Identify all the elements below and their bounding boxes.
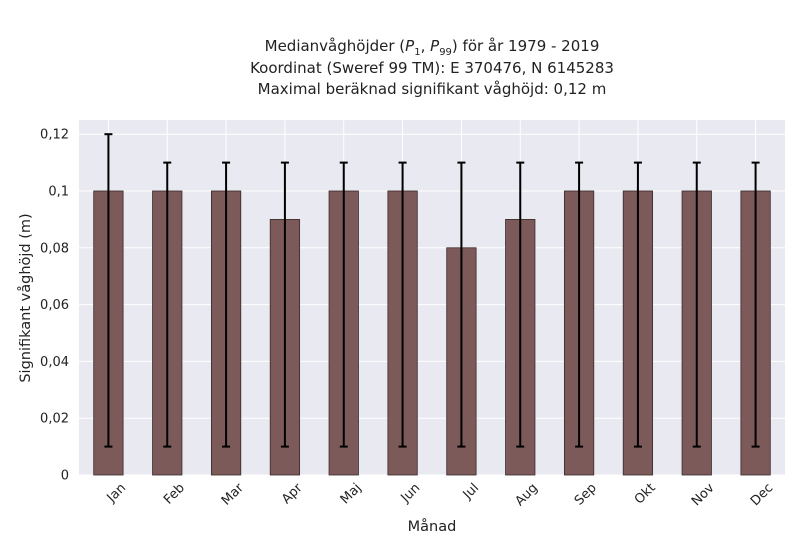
chart-title: Medianvåghöjder (P1, P99) för år 1979 - … bbox=[250, 37, 614, 98]
x-tick-label-jan: Jan bbox=[104, 481, 129, 506]
error-bar-okt bbox=[633, 161, 642, 448]
y-tick-label: 0,1 bbox=[48, 185, 69, 200]
error-bar-maj bbox=[339, 161, 348, 448]
x-tick-label-nov: Nov bbox=[689, 480, 718, 509]
y-axis-label: Signifikant våghöjd (m) bbox=[17, 213, 34, 382]
chart-title-line-1: Medianvåghöjder (P1, P99) för år 1979 - … bbox=[265, 37, 600, 58]
error-bar-mar bbox=[222, 161, 231, 448]
x-tick-label-sep: Sep bbox=[572, 481, 600, 509]
x-tick-label-dec: Dec bbox=[748, 481, 776, 509]
y-tick-label: 0,12 bbox=[40, 128, 69, 143]
error-bar-sep bbox=[575, 161, 584, 448]
x-tick-label-jul: Jul bbox=[460, 481, 482, 503]
error-bar-dec bbox=[751, 161, 760, 448]
x-tick-labels: Jan Feb Mar Apr Maj Jun Jul Aug Sep Okt Nov Dec bbox=[104, 480, 777, 509]
y-tick-label: 0,06 bbox=[40, 298, 69, 313]
x-tick-label-feb: Feb bbox=[161, 481, 188, 508]
error-bar-feb bbox=[163, 161, 172, 448]
plot-area bbox=[79, 120, 785, 475]
x-tick-label-apr: Apr bbox=[279, 480, 306, 507]
error-bar-nov bbox=[692, 161, 701, 448]
y-tick-label: 0 bbox=[61, 469, 69, 484]
error-bar-apr bbox=[280, 161, 289, 448]
error-bar-jan bbox=[104, 133, 113, 448]
y-tick-labels: 0 0,02 0,04 0,06 0,08 0,1 0,12 bbox=[40, 128, 69, 484]
error-bar-jun bbox=[398, 161, 407, 448]
x-tick-label-jun: Jun bbox=[398, 481, 424, 507]
x-tick-label-aug: Aug bbox=[512, 481, 541, 510]
x-tick-label-okt: Okt bbox=[632, 481, 659, 508]
error-bar-jul bbox=[457, 161, 466, 448]
error-bar-aug bbox=[516, 161, 525, 448]
y-tick-label: 0,04 bbox=[40, 355, 69, 370]
chart-title-line-2: Koordinat (Sweref 99 TM): E 370476, N 61… bbox=[250, 59, 614, 77]
y-tick-label: 0,08 bbox=[40, 241, 69, 256]
x-axis-label: Månad bbox=[408, 518, 457, 535]
x-tick-label-maj: Maj bbox=[338, 481, 365, 508]
y-tick-label: 0,02 bbox=[40, 412, 69, 427]
error-bars bbox=[104, 133, 760, 448]
chart-title-line-3: Maximal beräknad signifikant våghöjd: 0,… bbox=[258, 80, 607, 98]
x-tick-label-mar: Mar bbox=[219, 480, 247, 508]
